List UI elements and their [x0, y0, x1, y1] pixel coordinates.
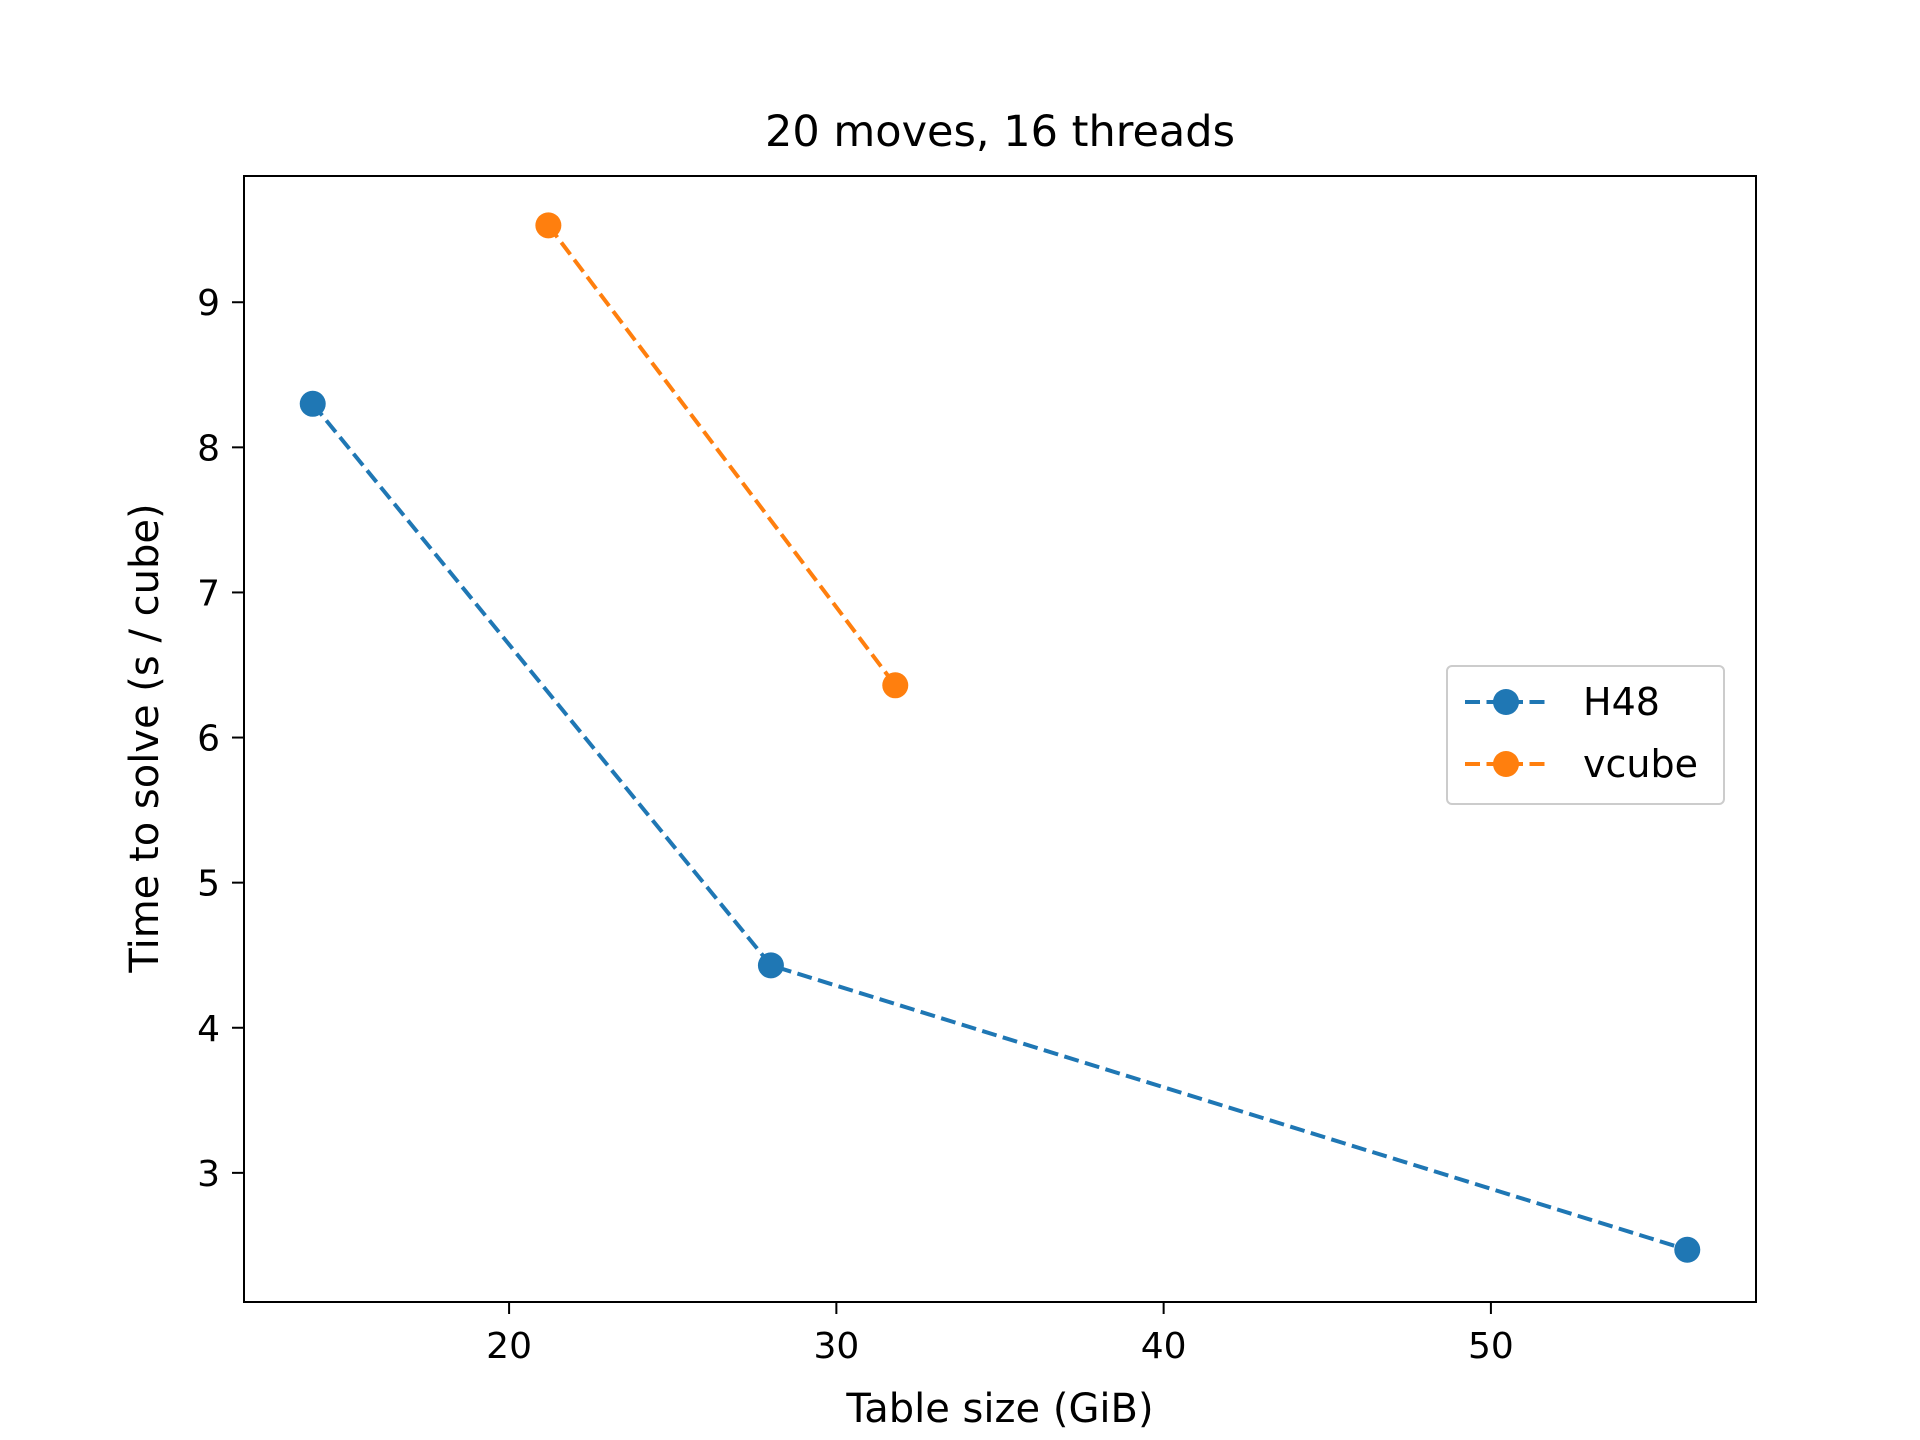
y-tick-label: 3: [197, 1154, 220, 1195]
data-point: [1674, 1236, 1701, 1263]
series-line: [311, 402, 1688, 1252]
series-vcube: [535, 212, 909, 699]
y-tick-label: 4: [197, 1009, 220, 1050]
y-tick-label: 8: [197, 428, 220, 469]
chart-title: 20 moves, 16 threads: [765, 107, 1235, 157]
legend-marker: [1493, 689, 1519, 715]
y-tick-label: 9: [197, 283, 220, 324]
legend: H48 vcube: [1446, 665, 1725, 805]
x-tick-label: 30: [813, 1326, 859, 1367]
y-tick-label: 7: [197, 573, 220, 614]
data-point: [757, 952, 784, 979]
plot-area: 20 30 40 50 3 4 5 6 7 8 9: [197, 175, 1757, 1367]
series-line: [546, 224, 897, 687]
x-tick-label: 40: [1141, 1326, 1187, 1367]
legend-label: H48: [1583, 680, 1660, 724]
y-axis-label: Time to solve (s / cube): [122, 503, 168, 973]
data-point: [535, 212, 562, 239]
legend-marker: [1493, 751, 1519, 777]
legend-entry-h48: H48: [1465, 680, 1660, 724]
x-tick-label: 20: [486, 1326, 532, 1367]
x-tick-label: 50: [1468, 1326, 1514, 1367]
legend-entry-vcube: vcube: [1465, 742, 1698, 786]
series-h48: [299, 390, 1701, 1263]
y-tick-label: 6: [197, 719, 220, 760]
x-axis-label: Table size (GiB): [845, 1386, 1153, 1432]
axes-frame: [243, 175, 1757, 1303]
data-point: [882, 672, 909, 699]
data-point: [299, 390, 326, 417]
y-tick-label: 5: [197, 864, 220, 905]
legend-label: vcube: [1583, 742, 1698, 786]
